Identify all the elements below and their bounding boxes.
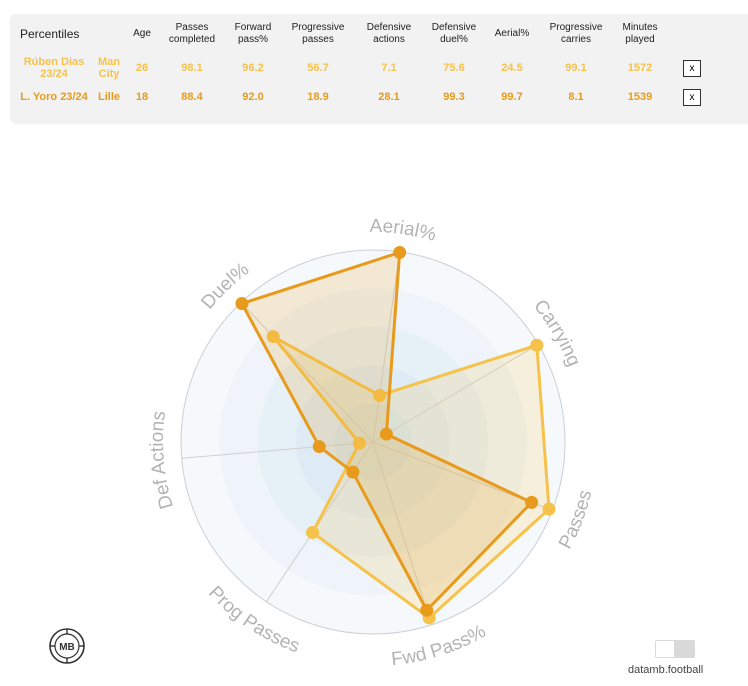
series-point (373, 388, 387, 402)
brand-label: datamb.football (628, 664, 704, 676)
series-point (530, 338, 544, 352)
header-forward-pass: Forward pass% (234, 22, 272, 45)
series-point (379, 427, 393, 441)
percentiles-table: Percentiles Age Passes completed Forward… (10, 14, 716, 112)
toggle-knob (656, 641, 674, 657)
radar-spoke (372, 343, 539, 443)
series-point (542, 502, 556, 516)
team-name: Lille (97, 91, 120, 103)
header-aerial: Aerial% (494, 28, 530, 39)
header-passes-completed: Passes completed (168, 22, 216, 45)
radar-spoke (181, 441, 374, 459)
radar-spoke (372, 251, 401, 443)
cell-minutes-played: 1539 (627, 91, 653, 103)
table-row: L. Yoro 23/24 Lille 18 88.4 92.0 18.9 28… (10, 82, 716, 112)
player-name: L. Yoro 23/24 (20, 91, 88, 103)
cell-defensive-duel: 75.6 (443, 62, 465, 74)
axis-label: Def Actions (147, 410, 178, 511)
series-polygon (271, 335, 551, 620)
percentiles-table-card: Percentiles Age Passes completed Forward… (10, 14, 748, 124)
player-name: Rúben Dias 23/24 (23, 56, 85, 80)
cell-progressive-passes: 56.7 (307, 62, 329, 74)
axis-label: Passes (555, 488, 596, 552)
remove-cell: x (668, 54, 716, 82)
header-defensive-duel: Defensive duel% (431, 22, 477, 45)
series-point (525, 495, 539, 509)
table-row: Rúben Dias 23/24 Man City 26 98.1 96.2 5… (10, 54, 716, 82)
logo-text: MB (59, 642, 75, 653)
radar-spoke (372, 441, 432, 626)
cell-progressive-carries: 8.1 (568, 91, 584, 103)
remove-player-button[interactable]: x (683, 59, 701, 77)
axis-label-text: Def Actions (147, 410, 178, 511)
radar-spoke (240, 302, 374, 443)
cell-aerial: 24.5 (501, 62, 523, 74)
remove-cell: x (668, 82, 716, 112)
cell-forward-pass: 92.0 (242, 91, 264, 103)
cell-defensive-duel: 99.3 (443, 91, 465, 103)
table-corner-label: Percentiles (20, 27, 80, 41)
series-point (420, 603, 434, 617)
axis-label-text: Aerial% (369, 216, 438, 246)
series-polygon (240, 250, 534, 612)
header-defensive-actions: Defensive actions (366, 22, 412, 45)
theme-toggle[interactable] (655, 640, 695, 658)
cell-aerial: 99.7 (501, 91, 523, 103)
remove-player-button[interactable]: x (683, 88, 701, 106)
cell-defensive-actions: 7.1 (381, 62, 397, 74)
cell-passes-completed: 88.4 (181, 91, 203, 103)
series-point (393, 245, 407, 259)
header-age: Age (133, 28, 151, 39)
cell-forward-pass: 96.2 (242, 62, 264, 74)
team-name: Man City (98, 56, 120, 80)
cell-progressive-passes: 18.9 (307, 91, 329, 103)
series-point (306, 526, 320, 540)
cell-age: 26 (135, 62, 149, 74)
cell-progressive-carries: 99.1 (565, 62, 587, 74)
header-progressive-passes: Progressive passes (291, 22, 345, 45)
series-point (235, 297, 249, 311)
axis-label: Aerial% (369, 216, 438, 246)
series-point (352, 436, 366, 450)
cell-age: 18 (135, 91, 149, 103)
series-point (266, 330, 280, 344)
cell-defensive-actions: 28.1 (378, 91, 400, 103)
axis-label-text: Passes (555, 488, 596, 552)
header-minutes-played: Minutes played (622, 22, 658, 45)
cell-minutes-played: 1572 (627, 62, 653, 74)
series-point (346, 465, 360, 479)
mb-logo-icon: MB (49, 628, 85, 664)
cell-passes-completed: 98.1 (181, 62, 203, 74)
header-progressive-carries: Progressive carries (549, 22, 603, 45)
series-point (312, 440, 326, 454)
